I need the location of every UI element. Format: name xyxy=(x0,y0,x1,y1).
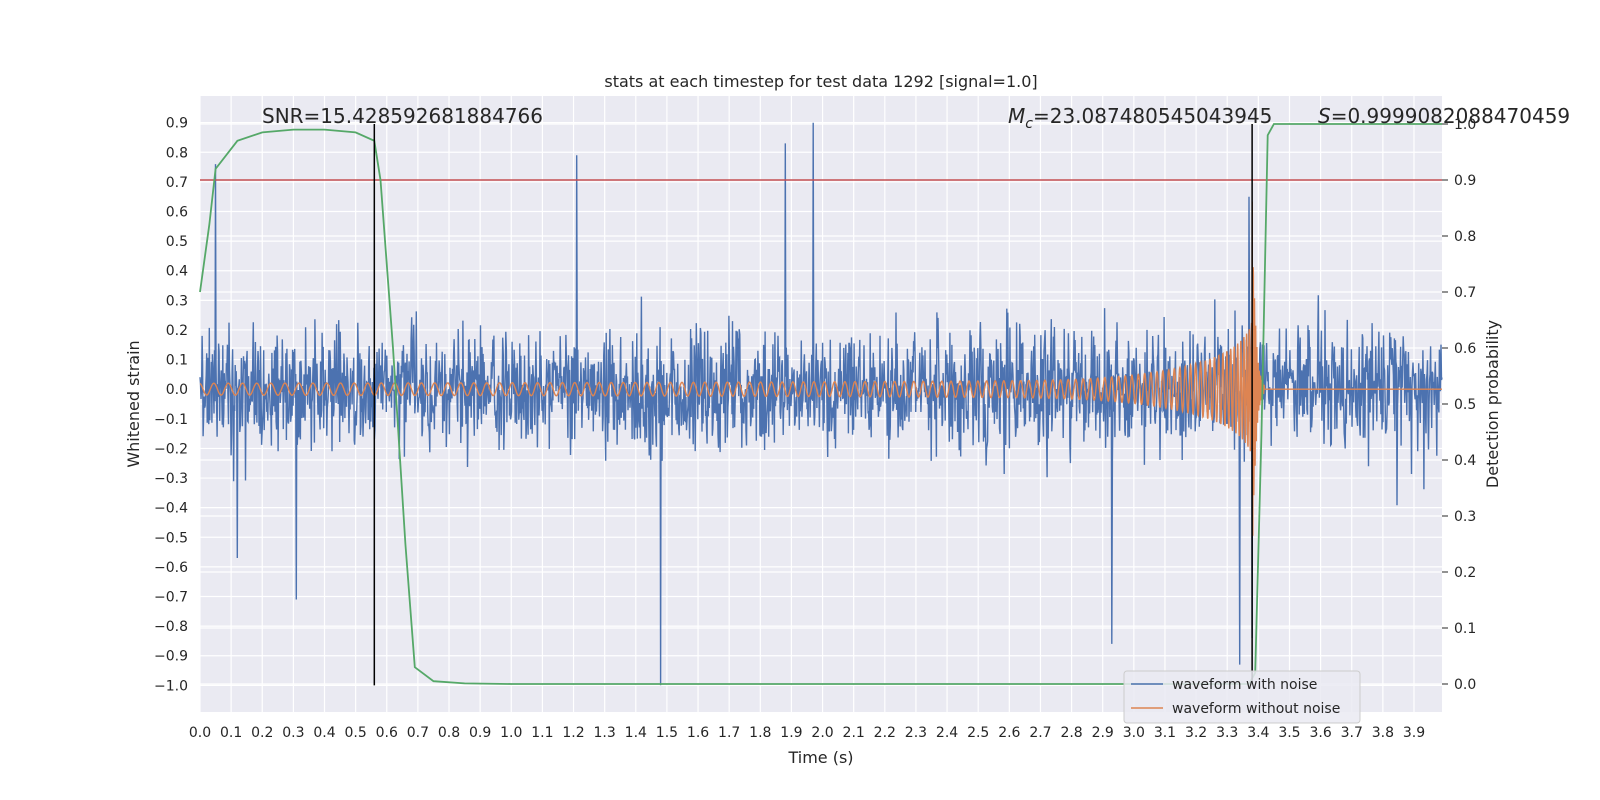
y-tick-label-right: 0.4 xyxy=(1454,453,1476,469)
x-tick-label: 3.9 xyxy=(1403,725,1425,741)
x-tick-label: 0.7 xyxy=(407,725,429,741)
y-tick-label-right: 0.6 xyxy=(1454,341,1476,357)
y-tick-label-left: −0.5 xyxy=(154,530,188,546)
y-tick-label-right: 0.0 xyxy=(1454,677,1476,693)
x-tick-label: 3.1 xyxy=(1154,725,1176,741)
y-tick-label-left: 0.8 xyxy=(166,145,188,161)
x-tick-label: 3.7 xyxy=(1341,725,1363,741)
x-tick-label: 1.3 xyxy=(594,725,616,741)
y-tick-label-left: −0.1 xyxy=(154,412,188,428)
x-tick-label: 2.8 xyxy=(1060,725,1082,741)
y-tick-label-right: 0.7 xyxy=(1454,285,1476,301)
y-axis-label-left: Whitened strain xyxy=(124,340,143,467)
x-tick-label: 3.3 xyxy=(1216,725,1238,741)
y-tick-label-right: 0.9 xyxy=(1454,173,1476,189)
x-tick-label: 2.6 xyxy=(998,725,1020,741)
series-detection-probability xyxy=(199,123,1442,685)
x-tick-label: 1.7 xyxy=(718,725,740,741)
x-tick-label: 3.0 xyxy=(1123,725,1145,741)
x-tick-label: 1.1 xyxy=(531,725,553,741)
x-tick-label: 2.9 xyxy=(1092,725,1114,741)
x-tick-label: 1.8 xyxy=(749,725,771,741)
legend: waveform with noise waveform without noi… xyxy=(1123,670,1361,724)
legend-label-clean: waveform without noise xyxy=(1172,701,1340,717)
x-axis-label: Time (s) xyxy=(787,748,853,767)
x-tick-label: 1.9 xyxy=(780,725,802,741)
x-tick-label: 2.1 xyxy=(843,725,865,741)
x-tick-label: 3.4 xyxy=(1247,725,1269,741)
y-tick-label-left: 0.0 xyxy=(166,382,188,398)
x-tick-label: 1.5 xyxy=(656,725,678,741)
x-tick-label: 0.0 xyxy=(189,725,211,741)
mc-subscript: c xyxy=(1025,116,1033,132)
snr-annotation: SNR=15.428592681884766 xyxy=(262,104,543,128)
x-tick-label: 0.6 xyxy=(376,725,398,741)
series-waveform-with-noise xyxy=(199,122,1443,686)
legend-box xyxy=(1123,670,1361,724)
series-group xyxy=(199,122,1443,686)
s-symbol: S xyxy=(1318,104,1331,128)
x-tick-label: 2.3 xyxy=(905,725,927,741)
x-tick-label: 1.4 xyxy=(625,725,647,741)
x-tick-label: 0.4 xyxy=(313,725,335,741)
x-tick-label: 3.6 xyxy=(1309,725,1331,741)
tick-labels: 0.0 0.1 0.2 0.3 0.4 0.5 0.6 0.7 0.8 0.9 1.0 1.1 1.2 1… xyxy=(154,116,1476,741)
chirp-mass-annotation: Mc=23.087480545043945 xyxy=(1008,104,1272,132)
y-tick-label-left: 0.3 xyxy=(166,293,188,309)
x-tick-label: 1.0 xyxy=(500,725,522,741)
mc-value: =23.087480545043945 xyxy=(1033,104,1272,128)
y-tick-label-left: −0.3 xyxy=(154,471,188,487)
x-tick-label: 3.8 xyxy=(1372,725,1394,741)
x-tick-label: 1.2 xyxy=(562,725,584,741)
chart-title: stats at each timestep for test data 129… xyxy=(604,72,1037,91)
y-tick-label-left: 0.9 xyxy=(166,116,188,132)
s-value: =0.9999082088470459 xyxy=(1331,104,1570,128)
y-tick-label-left: −0.2 xyxy=(154,441,188,457)
x-tick-label: 2.5 xyxy=(967,725,989,741)
x-tick-label: 2.7 xyxy=(1029,725,1051,741)
y-tick-label-left: −0.9 xyxy=(154,649,188,665)
y-tick-label-right: 0.5 xyxy=(1454,397,1476,413)
y-tick-label-right: 1.0 xyxy=(1454,117,1476,133)
mc-symbol: M xyxy=(1008,104,1025,128)
y-tick-label-left: −1.0 xyxy=(154,678,188,694)
x-tick-label: 2.2 xyxy=(874,725,896,741)
x-tick-label: 3.5 xyxy=(1278,725,1300,741)
y-tick-label-right: 0.2 xyxy=(1454,565,1476,581)
legend-label-noise: waveform with noise xyxy=(1172,677,1317,693)
y-tick-label-left: 0.5 xyxy=(166,234,188,250)
y-tick-label-left: 0.7 xyxy=(166,175,188,191)
y-axis-label-right: Detection probability xyxy=(1483,320,1502,488)
y-tick-label-left: −0.7 xyxy=(154,590,188,606)
x-tick-label: 0.8 xyxy=(438,725,460,741)
y-tick-label-right: 0.8 xyxy=(1454,229,1476,245)
y-tick-label-left: −0.4 xyxy=(154,501,188,517)
y-tick-label-left: 0.2 xyxy=(166,323,188,339)
x-tick-label: 0.2 xyxy=(251,725,273,741)
y-tick-label-left: 0.1 xyxy=(166,353,188,369)
x-tick-label: 1.6 xyxy=(687,725,709,741)
x-tick-label: 3.2 xyxy=(1185,725,1207,741)
s-annotation: S=0.9999082088470459 xyxy=(1318,104,1570,128)
y-tick-label-left: 0.4 xyxy=(166,264,188,280)
y-tick-label-left: 0.6 xyxy=(166,205,188,221)
y-tick-label-right: 0.1 xyxy=(1454,621,1476,637)
y-tick-label-left: −0.8 xyxy=(154,619,188,635)
x-tick-label: 0.5 xyxy=(345,725,367,741)
x-tick-label: 0.3 xyxy=(282,725,304,741)
x-tick-label: 2.4 xyxy=(936,725,958,741)
y-tick-label-right: 0.3 xyxy=(1454,509,1476,525)
y-tick-label-left: −0.6 xyxy=(154,560,188,576)
series-waveform-without-noise xyxy=(199,201,1442,536)
x-tick-label: 0.9 xyxy=(469,725,491,741)
x-tick-label: 0.1 xyxy=(220,725,242,741)
x-tick-label: 2.0 xyxy=(811,725,833,741)
